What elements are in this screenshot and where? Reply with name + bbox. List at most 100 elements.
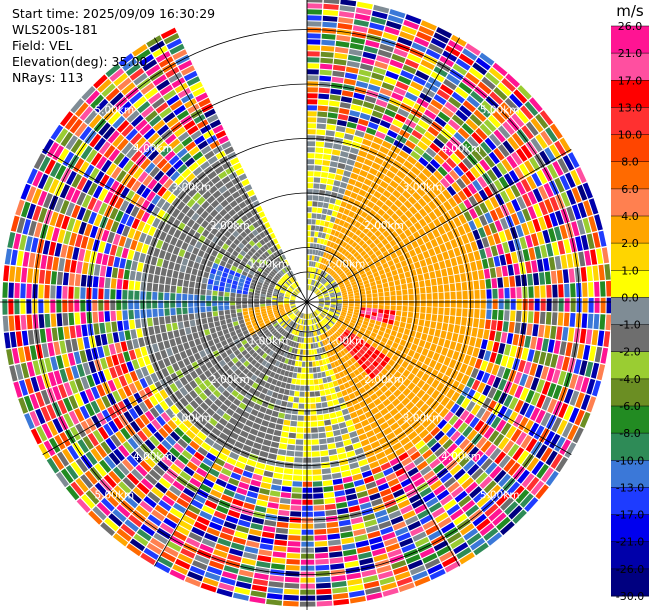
velocity-gate	[441, 145, 453, 157]
velocity-gate	[357, 75, 370, 83]
velocity-gate	[479, 202, 489, 214]
velocity-gate	[538, 216, 547, 231]
velocity-gate	[369, 78, 383, 87]
velocity-gate	[392, 325, 399, 332]
velocity-gate	[444, 123, 457, 135]
velocity-gate	[519, 387, 530, 401]
velocity-gate	[533, 273, 540, 286]
velocity-gate	[317, 117, 327, 124]
velocity-gate	[579, 360, 588, 376]
velocity-gate	[377, 49, 392, 59]
velocity-gate	[527, 273, 534, 286]
velocity-gate	[135, 271, 142, 282]
velocity-gate	[287, 396, 294, 402]
velocity-gate	[370, 218, 378, 226]
velocity-gate	[153, 317, 159, 326]
velocity-gate	[129, 319, 136, 330]
velocity-gate	[455, 406, 465, 418]
velocity-gate	[112, 332, 120, 343]
velocity-gate	[150, 256, 158, 266]
velocity-gate	[318, 296, 324, 299]
velocity-gate	[446, 331, 453, 341]
velocity-gate	[224, 309, 230, 315]
velocity-gate	[59, 340, 67, 354]
velocity-gate	[409, 249, 417, 257]
velocity-gate	[486, 169, 498, 182]
velocity-gate	[253, 572, 269, 580]
velocity-gate	[385, 271, 392, 278]
velocity-gate	[355, 7, 372, 16]
velocity-gate	[319, 384, 325, 390]
velocity-gate	[324, 497, 336, 504]
velocity-gate	[323, 294, 329, 297]
velocity-gate	[472, 229, 481, 240]
velocity-gate	[313, 379, 319, 385]
velocity-gate	[460, 174, 471, 186]
velocity-gate	[330, 318, 336, 324]
velocity-gate	[298, 361, 302, 367]
velocity-gate	[384, 291, 390, 297]
velocity-gate	[470, 90, 484, 104]
velocity-gate	[355, 264, 362, 270]
velocity-gate	[492, 389, 503, 402]
velocity-gate	[516, 196, 527, 210]
velocity-gate	[421, 234, 430, 244]
velocity-gate	[414, 161, 425, 172]
velocity-gate	[565, 342, 573, 357]
velocity-gate	[531, 460, 544, 476]
velocity-gate	[379, 120, 391, 129]
velocity-gate	[569, 407, 580, 424]
velocity-gate	[423, 204, 433, 214]
velocity-gate	[300, 373, 305, 379]
velocity-gate	[462, 308, 468, 317]
velocity-gate	[315, 564, 330, 571]
velocity-gate	[343, 78, 356, 86]
velocity-gate	[376, 284, 383, 289]
velocity-gate	[502, 241, 510, 254]
velocity-gate	[547, 383, 557, 398]
velocity-gate	[477, 328, 484, 339]
velocity-gate	[318, 263, 323, 269]
velocity-gate	[318, 87, 330, 94]
velocity-gate	[104, 277, 111, 289]
velocity-gate	[497, 277, 504, 288]
velocity-gate	[449, 316, 456, 324]
velocity-gate	[500, 217, 509, 230]
velocity-gate	[509, 276, 516, 287]
velocity-gate	[313, 261, 316, 267]
velocity-gate	[324, 142, 333, 149]
velocity-gate	[427, 350, 435, 359]
velocity-gate	[269, 490, 281, 497]
velocity-gate	[330, 300, 336, 302]
velocity-gate	[384, 309, 390, 315]
velocity-gate	[366, 222, 374, 230]
velocity-gate	[456, 394, 466, 406]
velocity-gate	[308, 349, 312, 355]
velocity-gate	[504, 287, 510, 299]
velocity-gate	[396, 332, 403, 339]
velocity-gate	[446, 388, 455, 399]
velocity-gate	[348, 239, 355, 246]
velocity-gate	[319, 285, 324, 290]
velocity-gate	[384, 344, 391, 351]
velocity-gate	[146, 291, 152, 300]
velocity-gate	[537, 259, 544, 272]
velocity-gate	[424, 279, 431, 287]
velocity-gate	[600, 281, 606, 297]
velocity-gate	[338, 246, 344, 253]
velocity-gate	[378, 305, 384, 310]
velocity-gate	[365, 257, 372, 263]
velocity-gate	[123, 320, 130, 331]
velocity-gate	[348, 211, 355, 218]
velocity-gate	[328, 167, 337, 174]
velocity-gate	[62, 313, 69, 326]
velocity-gate	[400, 214, 409, 223]
velocity-gate	[371, 342, 378, 349]
velocity-gate	[559, 137, 572, 154]
velocity-gate	[485, 72, 500, 86]
velocity-gate	[140, 291, 146, 300]
velocity-gate	[50, 313, 57, 327]
velocity-gate	[309, 385, 315, 391]
velocity-gate	[278, 300, 284, 302]
velocity-gate	[456, 291, 462, 300]
